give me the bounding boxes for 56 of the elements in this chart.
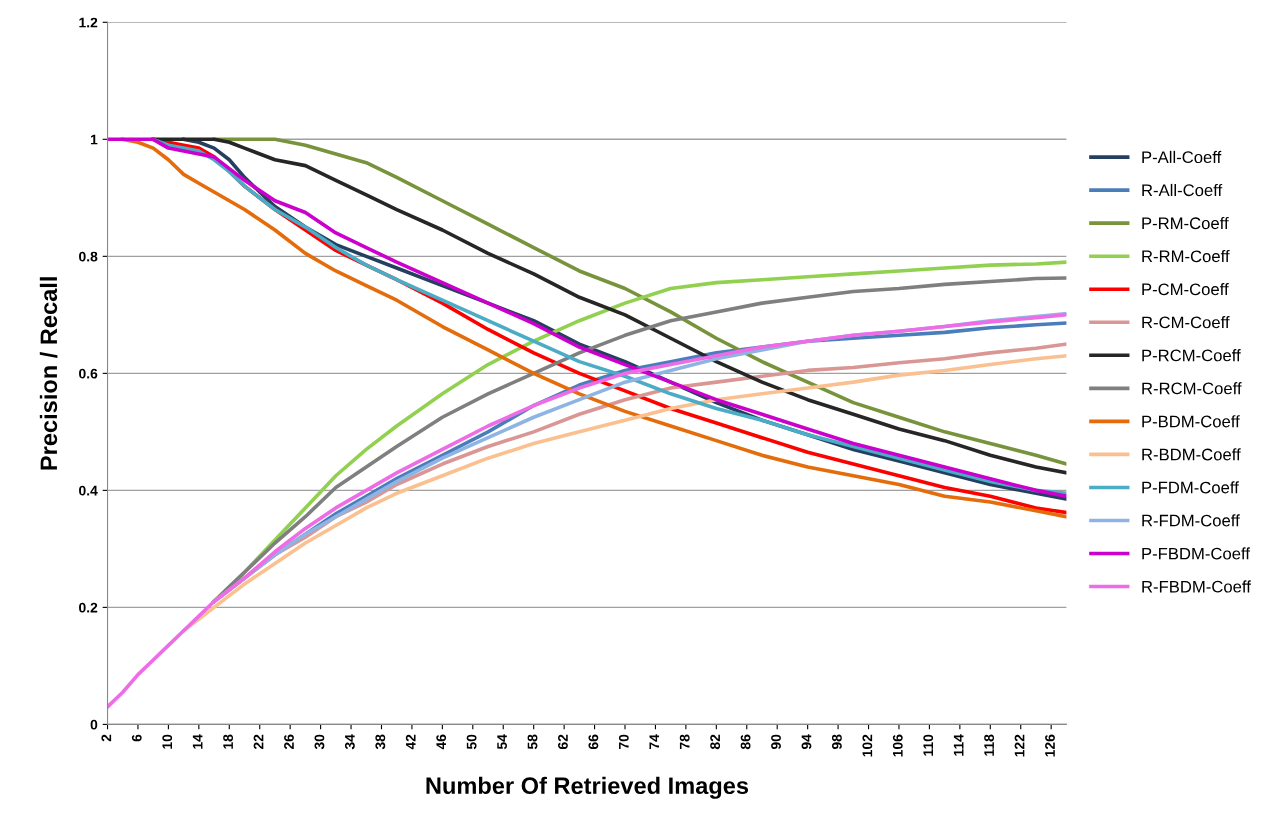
- y-tick-label: 0.4: [79, 485, 98, 496]
- x-tick-label: 106: [892, 734, 903, 757]
- x-tick-label: 126: [1045, 734, 1055, 757]
- legend-label: R-BDM-Coeff: [1142, 448, 1241, 461]
- x-tick-label: 122: [1014, 734, 1025, 757]
- x-tick-label: 62: [558, 734, 568, 750]
- x-tick-label: 114: [953, 734, 964, 756]
- legend-label: R-All-Coeff: [1142, 183, 1223, 197]
- x-tick-label: 102: [862, 734, 873, 757]
- legend-label: P-RM-Coeff: [1142, 216, 1229, 230]
- x-tick-label: 58: [527, 734, 538, 750]
- x-tick-label: 86: [740, 734, 751, 750]
- x-tick-label: 82: [710, 734, 721, 750]
- x-tick-label: 10: [162, 734, 173, 749]
- x-tick-label: 34: [344, 734, 355, 750]
- legend-label: R-RCM-Coeff: [1142, 382, 1242, 395]
- x-tick-label: 94: [801, 734, 812, 750]
- x-tick-label: 66: [588, 734, 599, 750]
- legend-label: R-CM-Coeff: [1142, 316, 1230, 329]
- legend-label: P-CM-Coeff: [1142, 283, 1229, 296]
- x-axis-title: Number Of Retrieved Images: [426, 776, 749, 799]
- y-tick-label: 0.2: [79, 602, 98, 613]
- x-tick-label: 46: [436, 734, 447, 750]
- line-series: [107, 313, 1067, 709]
- x-tick-label: 118: [984, 734, 995, 756]
- x-tick-label: 78: [679, 734, 690, 749]
- x-tick-label: 22: [253, 734, 264, 750]
- x-tick-label: 110: [923, 734, 934, 756]
- x-tick-label: 74: [649, 734, 660, 749]
- y-tick-label: 1.2: [79, 17, 98, 28]
- x-tick-label: 38: [375, 734, 386, 750]
- x-tick-label: 90: [771, 734, 781, 750]
- x-tick-label: 50: [466, 734, 477, 750]
- x-tick-label: 2: [101, 734, 112, 742]
- x-tick-label: 14: [192, 734, 203, 749]
- legend-label: R-RM-Coeff: [1142, 249, 1230, 263]
- x-tick-label: 54: [497, 734, 507, 750]
- x-tick-label: 42: [405, 734, 416, 750]
- x-tick-label: 18: [223, 734, 234, 749]
- x-tick-label: 26: [284, 734, 294, 750]
- legend-label: R-FBDM-Coeff: [1142, 580, 1251, 593]
- y-axis-title: Precision / Recall: [39, 277, 58, 470]
- y-tick-label: 0.6: [79, 368, 98, 379]
- y-tick-label: 1: [90, 134, 98, 145]
- legend-label: P-FDM-Coeff: [1142, 481, 1239, 494]
- x-tick-label: 70: [618, 734, 629, 749]
- legend-label: P-All-Coeff: [1142, 150, 1222, 164]
- x-tick-label: 6: [131, 734, 142, 742]
- legend-label: R-FDM-Coeff: [1142, 514, 1240, 527]
- y-tick-label: 0.8: [79, 251, 98, 262]
- y-tick-label: 0: [90, 719, 98, 730]
- x-tick-label: 30: [314, 734, 325, 750]
- x-tick-label: 98: [831, 734, 842, 750]
- legend-label: P-RCM-Coeff: [1142, 349, 1241, 362]
- legend-label: P-BDM-Coeff: [1142, 415, 1240, 428]
- legend-label: P-FBDM-Coeff: [1142, 547, 1250, 560]
